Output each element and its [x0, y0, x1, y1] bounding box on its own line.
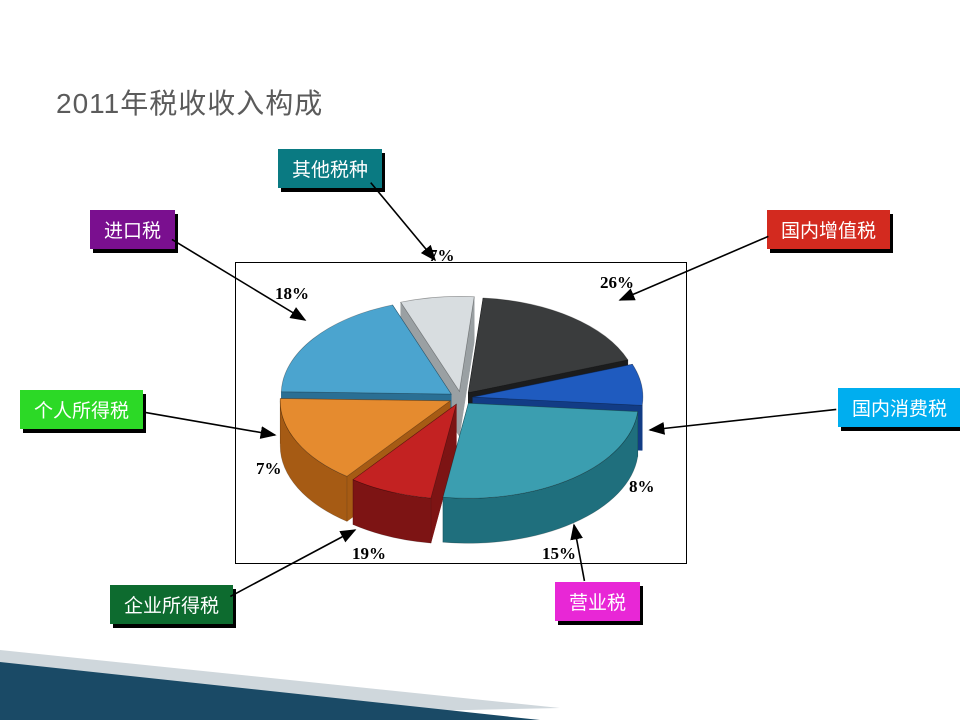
slide-stage: 2011年税收收入构成 中国税制 26% 8% 15% 19% 7% 18% 7…	[0, 0, 960, 720]
pct-label-corp: 19%	[352, 544, 386, 564]
pie-chart-svg	[236, 263, 686, 563]
pct-label-business: 15%	[542, 544, 576, 564]
tag-import: 进口税	[90, 210, 175, 249]
pct-label-import: 18%	[275, 284, 309, 304]
pct-label-vat: 26%	[600, 273, 634, 293]
pct-label-personal: 7%	[256, 459, 282, 479]
tag-business: 营业税	[555, 582, 640, 621]
tag-other: 其他税种	[278, 149, 382, 188]
pct-label-other: 7%	[429, 246, 455, 266]
pie-chart-container	[235, 262, 687, 564]
tag-vat: 国内增值税	[767, 210, 890, 249]
tag-personal: 个人所得税	[20, 390, 143, 429]
slide-title: 2011年税收收入构成	[56, 82, 323, 122]
tag-corp: 企业所得税	[110, 585, 233, 624]
pct-label-excise: 8%	[629, 477, 655, 497]
decorative-swoosh	[0, 630, 960, 720]
tag-excise: 国内消费税	[838, 388, 960, 427]
